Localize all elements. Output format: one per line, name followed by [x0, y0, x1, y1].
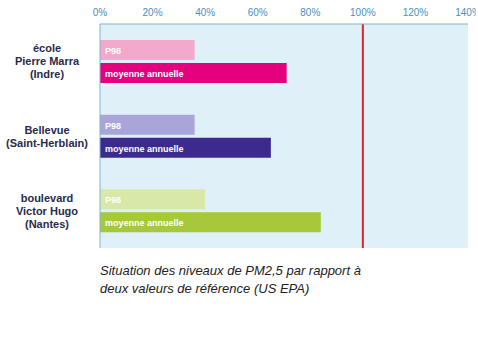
- svg-text:moyenne annuelle: moyenne annuelle: [105, 218, 184, 228]
- svg-text:Pierre Marra: Pierre Marra: [15, 55, 80, 67]
- svg-text:P98: P98: [105, 46, 121, 56]
- svg-text:40%: 40%: [195, 7, 215, 18]
- svg-text:80%: 80%: [300, 7, 320, 18]
- html-text:Situation des niveaux de PM2,5: Situation des niveaux de PM2,5 par rappo…: [100, 263, 361, 296]
- svg-text:140%: 140%: [455, 7, 470, 18]
- svg-text:100%: 100%: [350, 7, 376, 18]
- svg-text:école: école: [33, 42, 61, 54]
- svg-text:(Nantes): (Nantes): [25, 218, 69, 230]
- svg-text:(Indre): (Indre): [30, 68, 65, 80]
- svg-text:60%: 60%: [248, 7, 268, 18]
- svg-text:boulevard: boulevard: [21, 192, 74, 204]
- svg-text:20%: 20%: [143, 7, 163, 18]
- svg-text:Bellevue: Bellevue: [24, 124, 69, 136]
- svg-text:Victor Hugo: Victor Hugo: [16, 205, 78, 217]
- svg-text:moyenne annuelle: moyenne annuelle: [105, 144, 184, 154]
- svg-text:P98: P98: [105, 121, 121, 131]
- svg-text:0%: 0%: [93, 7, 108, 18]
- svg-text:P98: P98: [105, 195, 121, 205]
- svg-text:(Saint-Herblain): (Saint-Herblain): [8, 137, 88, 149]
- svg-text:120%: 120%: [403, 7, 429, 18]
- svg-text:moyenne annuelle: moyenne annuelle: [105, 69, 184, 79]
